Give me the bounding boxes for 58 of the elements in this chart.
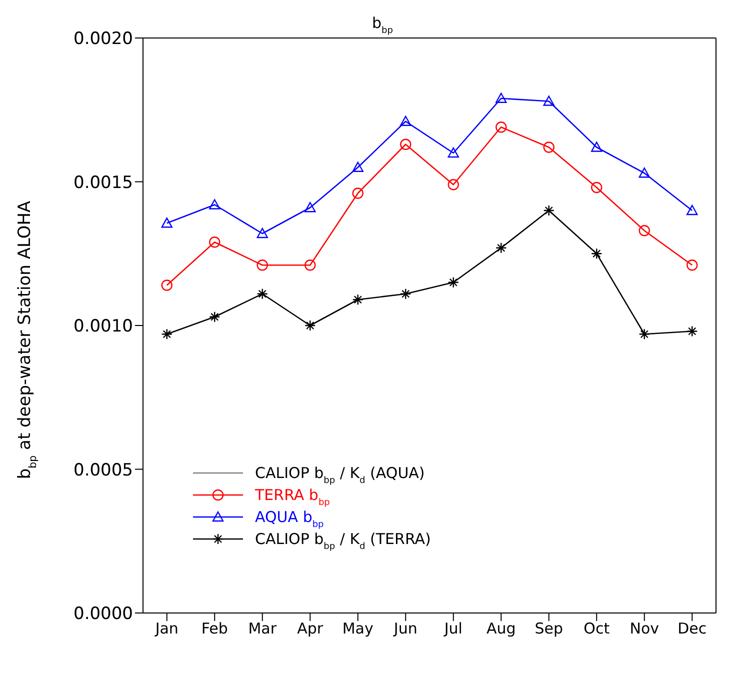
y-tick-label: 0.0020 bbox=[74, 29, 133, 50]
x-tick-label: Jun bbox=[392, 620, 418, 638]
x-tick-label: Jul bbox=[443, 620, 462, 638]
point bbox=[304, 202, 316, 212]
y-tick-label: 0.0015 bbox=[74, 172, 133, 193]
point bbox=[400, 288, 412, 300]
chart-title: b$_{bp}$ bbox=[372, 14, 394, 36]
y-tick-label: 0.0000 bbox=[74, 604, 133, 624]
x-tick-label: Dec bbox=[678, 620, 707, 638]
legend-label: AQUA b$_{bp}$ bbox=[255, 508, 324, 530]
x-tick-label: Oct bbox=[584, 620, 610, 638]
point bbox=[496, 242, 507, 254]
point bbox=[543, 96, 554, 106]
point bbox=[400, 116, 412, 126]
point bbox=[352, 294, 364, 306]
point bbox=[209, 199, 220, 210]
point bbox=[352, 188, 364, 199]
point bbox=[209, 311, 220, 322]
x-tick-label: May bbox=[342, 620, 374, 638]
point bbox=[686, 326, 698, 337]
x-tick-label: Nov bbox=[630, 620, 660, 638]
y-tick-label: 0.0010 bbox=[74, 316, 133, 337]
point bbox=[686, 260, 698, 271]
point bbox=[209, 236, 220, 248]
x-tick-label: Feb bbox=[201, 620, 228, 638]
x-tick-label: Sep bbox=[534, 620, 564, 638]
legend-label: CALIOP b$_{bp}$ / K$_{d}$ (TERRA) bbox=[255, 530, 431, 552]
point bbox=[543, 142, 554, 153]
point bbox=[256, 288, 268, 300]
point bbox=[400, 138, 412, 150]
point bbox=[638, 225, 650, 236]
x-tick-label: Apr bbox=[297, 620, 324, 638]
point bbox=[591, 182, 602, 194]
point bbox=[304, 320, 316, 332]
y-tick-label: 0.0005 bbox=[74, 460, 133, 480]
x-tick-label: Aug bbox=[486, 620, 516, 638]
point bbox=[304, 260, 316, 271]
legend-label: CALIOP b$_{bp}$ / K$_{d}$ (AQUA) bbox=[255, 464, 425, 486]
point bbox=[256, 260, 268, 271]
x-tick-label: Mar bbox=[248, 620, 278, 638]
point bbox=[543, 204, 554, 216]
point bbox=[686, 204, 698, 216]
point bbox=[161, 218, 172, 228]
point bbox=[448, 179, 459, 190]
point bbox=[591, 248, 602, 260]
point bbox=[496, 92, 507, 103]
point bbox=[161, 328, 172, 340]
point bbox=[496, 122, 507, 133]
point bbox=[638, 168, 650, 178]
point bbox=[448, 276, 459, 288]
point bbox=[161, 280, 172, 291]
x-tick-label: Jan bbox=[154, 620, 178, 638]
point bbox=[256, 228, 268, 238]
point bbox=[448, 147, 459, 158]
point bbox=[352, 162, 364, 172]
point bbox=[638, 328, 650, 340]
point bbox=[591, 142, 602, 152]
legend-label: TERRA b$_{bp}$ bbox=[254, 486, 330, 508]
